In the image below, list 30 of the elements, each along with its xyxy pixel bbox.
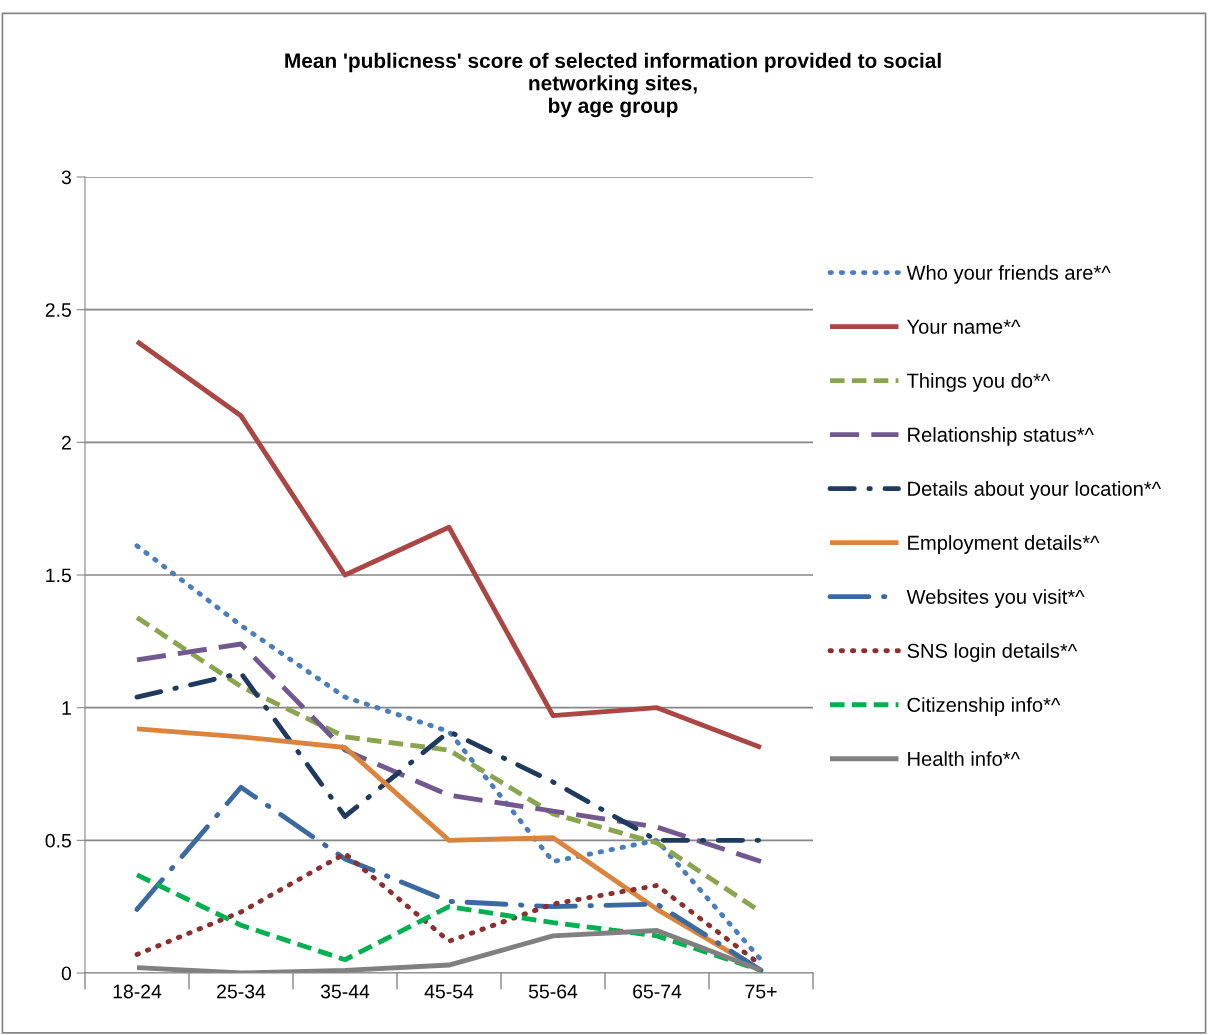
x-tick-label: 25-34: [217, 984, 266, 999]
y-tick-label: 1.5: [46, 568, 71, 583]
legend-label: SNS login details*^: [907, 643, 1078, 662]
y-tick-label: 3: [61, 170, 71, 185]
x-tick-label: 35-44: [320, 984, 370, 999]
line-series: [134, 543, 764, 963]
legend-label: Relationship status*^: [908, 427, 1094, 446]
line-series: [134, 784, 764, 973]
legend-label: Things you do*^: [906, 373, 1051, 392]
y-tick-label: 2.5: [45, 303, 71, 317]
legend-label: Employment details*^: [908, 535, 1100, 554]
x-tick-label: 75+: [745, 984, 777, 999]
x-tick-label: 45-54: [424, 984, 474, 999]
legend-label: Citizenship info*^: [907, 697, 1061, 716]
chart-title: Mean 'publicness' score of selected information provided to social networking sites, by age group: [285, 52, 941, 118]
y-tick-label: 0: [61, 966, 72, 981]
legend-label: Health info*^: [908, 751, 1020, 766]
line-series: [134, 670, 764, 843]
y-tick-label: 1: [62, 701, 71, 715]
line-series: [134, 339, 764, 750]
y-tick-label: 0.5: [45, 833, 71, 848]
x-tick-label: 55-64: [528, 984, 578, 999]
line-series: [134, 641, 764, 864]
x-tick-label: 65-74: [633, 984, 682, 999]
y-tick-label: 2: [61, 435, 71, 450]
legend-label: Details about your location*^: [908, 481, 1162, 500]
legend-label: Websites you visit*^: [906, 589, 1085, 608]
legend-label: Your name*^: [906, 319, 1021, 334]
legend-label: Who your friends are*^: [906, 265, 1111, 284]
x-tick-label: 18-24: [113, 984, 162, 999]
